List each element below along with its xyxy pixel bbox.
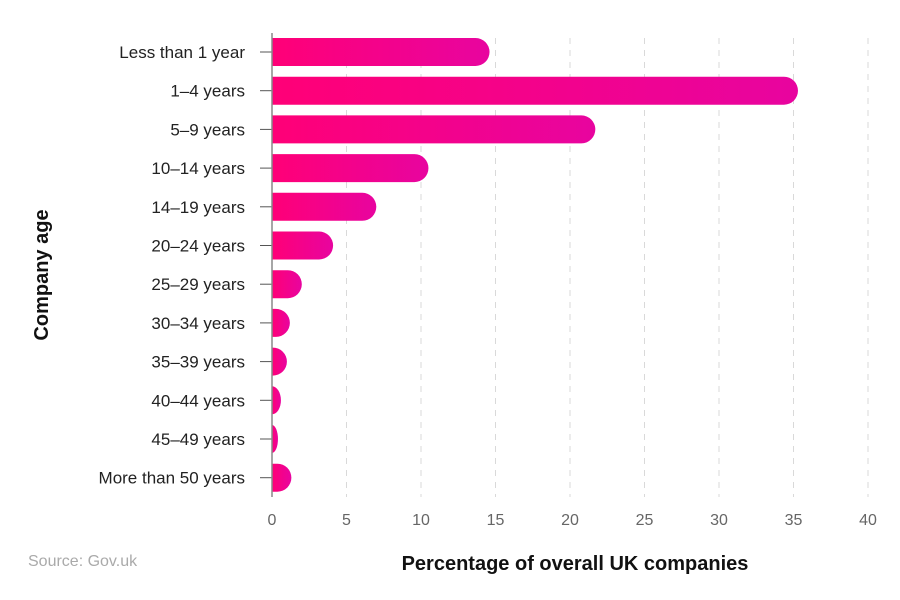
x-tick-label: 25	[636, 512, 654, 529]
bar	[272, 154, 429, 183]
x-tick-label: 10	[412, 512, 430, 529]
x-tick-label: 5	[342, 512, 351, 529]
category-label: More than 50 years	[99, 469, 245, 488]
bar	[272, 76, 798, 105]
bar	[272, 192, 377, 221]
x-axis-label: Percentage of overall UK companies	[402, 553, 749, 575]
bar	[272, 270, 302, 299]
category-label: 1–4 years	[170, 82, 245, 101]
x-tick-label: 20	[561, 512, 579, 529]
category-label: 10–14 years	[151, 159, 245, 178]
category-label: 5–9 years	[170, 120, 245, 139]
bar	[272, 115, 596, 144]
bar	[272, 386, 281, 415]
category-label: 20–24 years	[151, 237, 245, 256]
x-tick-label: 40	[859, 512, 877, 529]
category-label: 14–19 years	[151, 198, 245, 217]
bar	[272, 463, 292, 492]
x-tick-label: 0	[268, 512, 277, 529]
bar	[272, 231, 334, 260]
category-label: 40–44 years	[151, 391, 245, 410]
category-label: 45–49 years	[151, 430, 245, 449]
x-tick-label: 15	[487, 512, 505, 529]
bar	[272, 308, 290, 337]
bar	[272, 425, 278, 453]
category-label: 30–34 years	[151, 314, 245, 333]
x-tick-label: 30	[710, 512, 728, 529]
category-label: Less than 1 year	[119, 43, 245, 62]
bar	[272, 347, 287, 376]
bar	[272, 38, 490, 66]
category-label: 25–29 years	[151, 275, 245, 294]
y-axis-label: Company age	[31, 209, 53, 340]
x-tick-label: 35	[785, 512, 803, 529]
category-label: 35–39 years	[151, 353, 245, 372]
source-note: Source: Gov.uk	[28, 553, 138, 570]
